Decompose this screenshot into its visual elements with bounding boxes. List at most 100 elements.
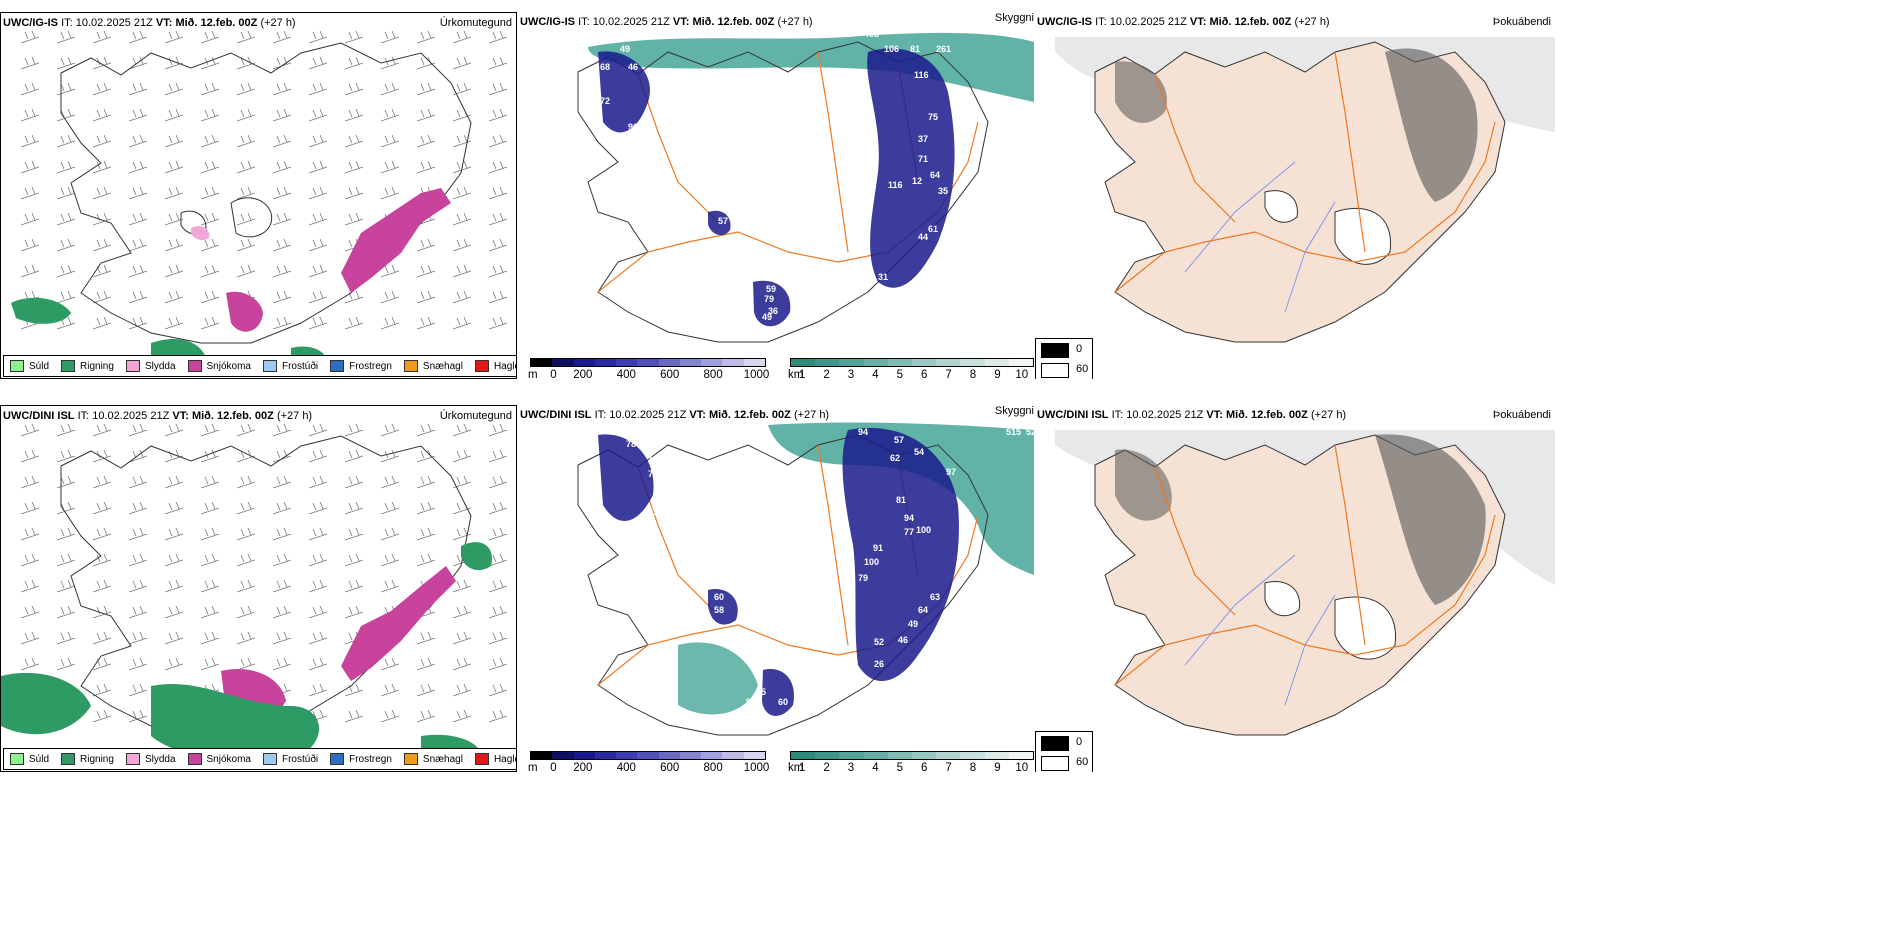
wind-barb bbox=[452, 605, 472, 619]
wind-barb bbox=[92, 316, 112, 330]
wind-barb bbox=[236, 134, 256, 148]
wind-barb bbox=[272, 238, 292, 252]
wind-barb bbox=[488, 238, 508, 252]
visibility-panel-2: 78 115 73 110 60 58 94 60 77 79 100 91 52 26 46 49 64 63 6… bbox=[518, 405, 1034, 772]
wind-barb bbox=[380, 290, 400, 304]
wind-barb bbox=[164, 82, 184, 96]
wind-barb bbox=[272, 160, 292, 174]
wind-barb bbox=[92, 553, 112, 567]
cloud-base-label: 71 bbox=[918, 154, 928, 164]
legend-label: Frostregn bbox=[349, 753, 392, 765]
cloud-base-label: 64 bbox=[930, 170, 940, 180]
wind-barb bbox=[452, 579, 472, 593]
wind-barb bbox=[20, 108, 40, 122]
wind-barb bbox=[128, 212, 148, 226]
wind-barb bbox=[488, 212, 508, 226]
legend-label: Haglél bbox=[493, 753, 516, 765]
wind-barb bbox=[308, 316, 328, 330]
wind-barb bbox=[488, 56, 508, 70]
legend-label: Súld bbox=[29, 753, 50, 765]
vis-ramp bbox=[790, 358, 1034, 367]
wind-barb bbox=[236, 553, 256, 567]
cloud-base-label: 106 bbox=[884, 44, 899, 54]
wind-barb bbox=[416, 290, 436, 304]
wind-barb bbox=[56, 212, 76, 226]
wind-barb bbox=[56, 238, 76, 252]
colorbar-tick: 1 bbox=[798, 762, 806, 772]
wind-barb bbox=[308, 108, 328, 122]
wind-barb bbox=[164, 631, 184, 645]
wind-barb bbox=[236, 475, 256, 489]
wind-barb bbox=[128, 108, 148, 122]
wind-barb bbox=[488, 423, 508, 437]
wind-barb bbox=[164, 423, 184, 437]
wind-barb bbox=[200, 631, 220, 645]
wind-barb bbox=[416, 160, 436, 174]
wind-barb bbox=[416, 657, 436, 671]
wind-barb bbox=[236, 160, 256, 174]
cloud-base-label: 35 bbox=[938, 186, 948, 196]
cloud-base-label: 72 bbox=[600, 96, 610, 106]
wind-barb bbox=[128, 264, 148, 278]
wind-barb bbox=[272, 501, 292, 515]
wind-barb bbox=[92, 82, 112, 96]
wind-barb bbox=[452, 264, 472, 278]
wind-barb bbox=[200, 657, 220, 671]
wind-barb bbox=[272, 657, 292, 671]
legend-item: Snjókoma bbox=[187, 753, 251, 765]
wind-barb bbox=[164, 527, 184, 541]
wind-barb bbox=[236, 579, 256, 593]
wind-barb bbox=[92, 501, 112, 515]
wind-barb bbox=[56, 553, 76, 567]
wind-barb bbox=[56, 82, 76, 96]
wind-barb bbox=[92, 290, 112, 304]
wind-barb bbox=[128, 605, 148, 619]
wind-barb bbox=[308, 56, 328, 70]
wind-barb bbox=[128, 553, 148, 567]
wind-barb bbox=[56, 186, 76, 200]
cloud-base-label: 81 bbox=[896, 495, 906, 505]
wind-barb bbox=[236, 30, 256, 44]
wind-barb bbox=[308, 186, 328, 200]
wind-barb bbox=[452, 290, 472, 304]
wind-barb bbox=[380, 160, 400, 174]
fog-map-1 bbox=[1055, 37, 1555, 343]
wind-barb bbox=[92, 56, 112, 70]
legend-swatch bbox=[10, 360, 24, 372]
colorbar-tick: 1000 bbox=[743, 762, 770, 772]
wind-barb bbox=[416, 108, 436, 122]
wind-barb bbox=[236, 82, 256, 96]
visibility-panel-1: 49 68 46 72 62 61 96 81 57 79 59 36 49 84 87 31 44 60 35 61… bbox=[518, 12, 1034, 379]
wind-barb bbox=[20, 449, 40, 463]
wind-barb bbox=[272, 316, 292, 330]
wind-barb bbox=[380, 709, 400, 723]
cloud-base-label: 54 bbox=[914, 447, 924, 457]
cloud-base-label: 68 bbox=[600, 62, 610, 72]
colorbar-tick: 6 bbox=[920, 369, 928, 379]
cloud-base-label: 79 bbox=[858, 573, 868, 583]
precip-legend-2: Súld Rigning Slydda Snjókoma Frostúði Frostre… bbox=[3, 748, 516, 770]
legend-item: Súld bbox=[10, 753, 49, 765]
cloud-base-label: 62 bbox=[658, 84, 668, 94]
wind-barb bbox=[416, 683, 436, 697]
precip-legend-1: Súld Rigning Slydda Snjókoma Frostúði Frostre… bbox=[3, 355, 516, 377]
legend-label: Frostúði bbox=[281, 360, 319, 372]
wind-barb bbox=[56, 56, 76, 70]
wind-barb bbox=[20, 527, 40, 541]
colorbar-tick: 400 bbox=[616, 762, 636, 772]
cloud-base-label: 73 bbox=[648, 469, 658, 479]
wind-barb bbox=[272, 56, 292, 70]
wind-barb bbox=[452, 134, 472, 148]
wind-barb bbox=[452, 212, 472, 226]
wind-barb bbox=[92, 475, 112, 489]
cloud-base-label: 37 bbox=[918, 134, 928, 144]
wind-barb bbox=[20, 605, 40, 619]
legend-swatch bbox=[125, 360, 140, 372]
legend-swatch bbox=[330, 360, 345, 372]
cloud-unit: m bbox=[528, 369, 538, 379]
wind-barb bbox=[20, 186, 40, 200]
cloud-base-label: 31 bbox=[878, 272, 888, 282]
wind-barb bbox=[344, 82, 364, 96]
colorbar-tick: 3 bbox=[847, 762, 855, 772]
colorbar-tick: 4 bbox=[872, 369, 879, 379]
